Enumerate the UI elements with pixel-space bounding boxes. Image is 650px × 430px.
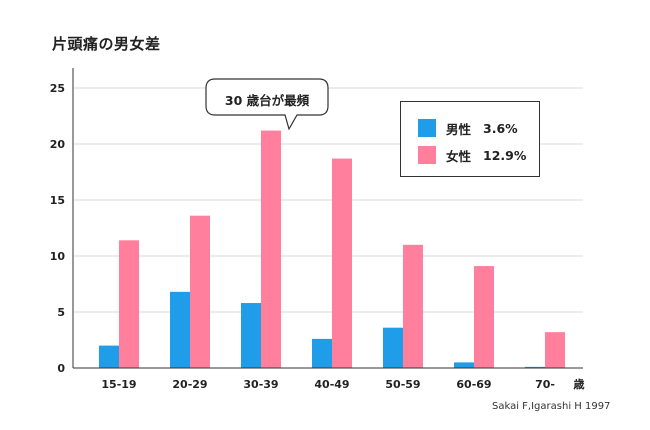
x-unit-label: 歳: [574, 377, 585, 391]
legend-label-male: 男性: [446, 121, 472, 137]
legend-swatch-female: [418, 146, 436, 164]
bar-male: [312, 338, 332, 368]
y-tick-label: 20: [50, 138, 66, 151]
legend-value-male: 3.6%: [483, 120, 518, 136]
x-tick-label: 30-39: [243, 378, 278, 391]
y-tick-label: 25: [50, 82, 65, 95]
bar-female: [545, 332, 565, 368]
x-tick-label: 20-29: [172, 378, 207, 391]
bar-male: [383, 327, 403, 368]
y-tick-label: 5: [57, 306, 65, 319]
x-tick-label: 70-: [535, 378, 555, 391]
y-tick-label: 10: [50, 250, 66, 263]
legend-item-male: 男性 3.6%: [418, 118, 518, 138]
legend-label-female: 女性: [446, 148, 472, 164]
legend-value-female: 12.9%: [483, 147, 527, 163]
y-tick-label: 15: [50, 194, 65, 207]
x-tick-label: 60-69: [456, 378, 491, 391]
bar-male: [454, 362, 474, 368]
bar-female: [332, 158, 352, 368]
bar-male: [525, 366, 545, 368]
callout-bubble: [205, 78, 329, 130]
bar-female: [474, 266, 494, 368]
bar-female: [190, 215, 210, 368]
bar-male: [170, 291, 190, 368]
bar-female: [261, 130, 281, 368]
source-citation: Sakai F,Igarashi H 1997: [492, 401, 611, 412]
legend-item-female: 女性 12.9%: [418, 145, 526, 165]
chart-title: 片頭痛の男女差: [52, 35, 161, 53]
bar-male: [99, 345, 119, 368]
bar-female: [403, 244, 423, 368]
bar-female: [119, 240, 139, 368]
x-tick-label: 40-49: [314, 378, 349, 391]
bars: [99, 130, 565, 368]
y-tick-label: 0: [57, 362, 65, 375]
callout-text: 30 歳台が最頻: [224, 92, 310, 108]
axes: 0 5 10 15 20 25 15-19 20-29 30-39 40-49 50-59 60-69…: [50, 68, 585, 391]
legend-swatch-male: [418, 119, 436, 137]
x-tick-label: 15-19: [101, 378, 136, 391]
x-tick-label: 50-59: [385, 378, 420, 391]
bar-male: [241, 303, 261, 368]
legend: 男性 3.6% 女性 12.9%: [400, 101, 540, 177]
